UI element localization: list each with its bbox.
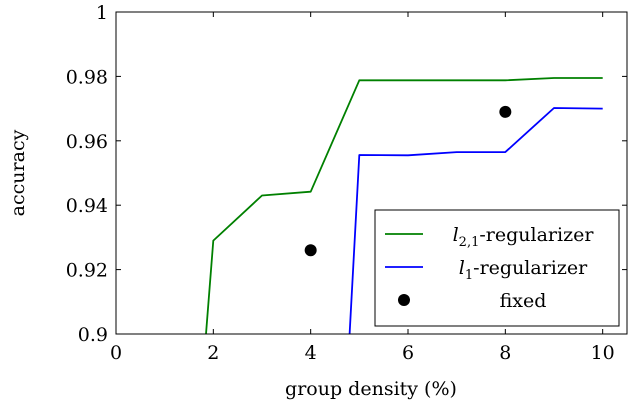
fixed-point <box>499 105 512 118</box>
legend-label: fixed <box>500 290 547 312</box>
x-tick-label: 8 <box>499 342 511 364</box>
legend-box <box>374 209 620 327</box>
legend: l2,1-regularizer l1-regularizer fixed <box>374 209 620 327</box>
x-tick-label: 4 <box>305 342 317 364</box>
y-tick-label: 0.96 <box>66 131 108 153</box>
y-tick-label: 1 <box>96 2 108 24</box>
fixed-point <box>304 244 317 257</box>
y-tick-label: 0.94 <box>66 195 108 217</box>
x-tick-label: 6 <box>402 342 414 364</box>
legend-label: l2,1-regularizer <box>453 224 595 250</box>
y-axis-label: accuracy <box>7 129 29 216</box>
plot-frame <box>115 11 628 335</box>
series-line-1 <box>348 107 603 334</box>
series-line-2-1 <box>205 77 603 334</box>
series-layer <box>205 77 603 334</box>
x-tick-label: 0 <box>110 342 122 364</box>
legend-swatch <box>398 294 410 306</box>
x-tick-label: 2 <box>207 342 219 364</box>
y-tick-label: 0.9 <box>78 324 108 346</box>
y-tick-label: 0.92 <box>66 260 108 282</box>
x-axis-label: group density (%) <box>285 378 457 400</box>
legend-label: l1-regularizer <box>459 257 588 283</box>
y-tick-label: 0.98 <box>66 66 108 88</box>
x-tick-label: 10 <box>591 342 615 364</box>
ticks-layer: 0 2 4 6 8 10 0.9 0.92 0.94 0.96 0.98 1 <box>66 2 627 364</box>
